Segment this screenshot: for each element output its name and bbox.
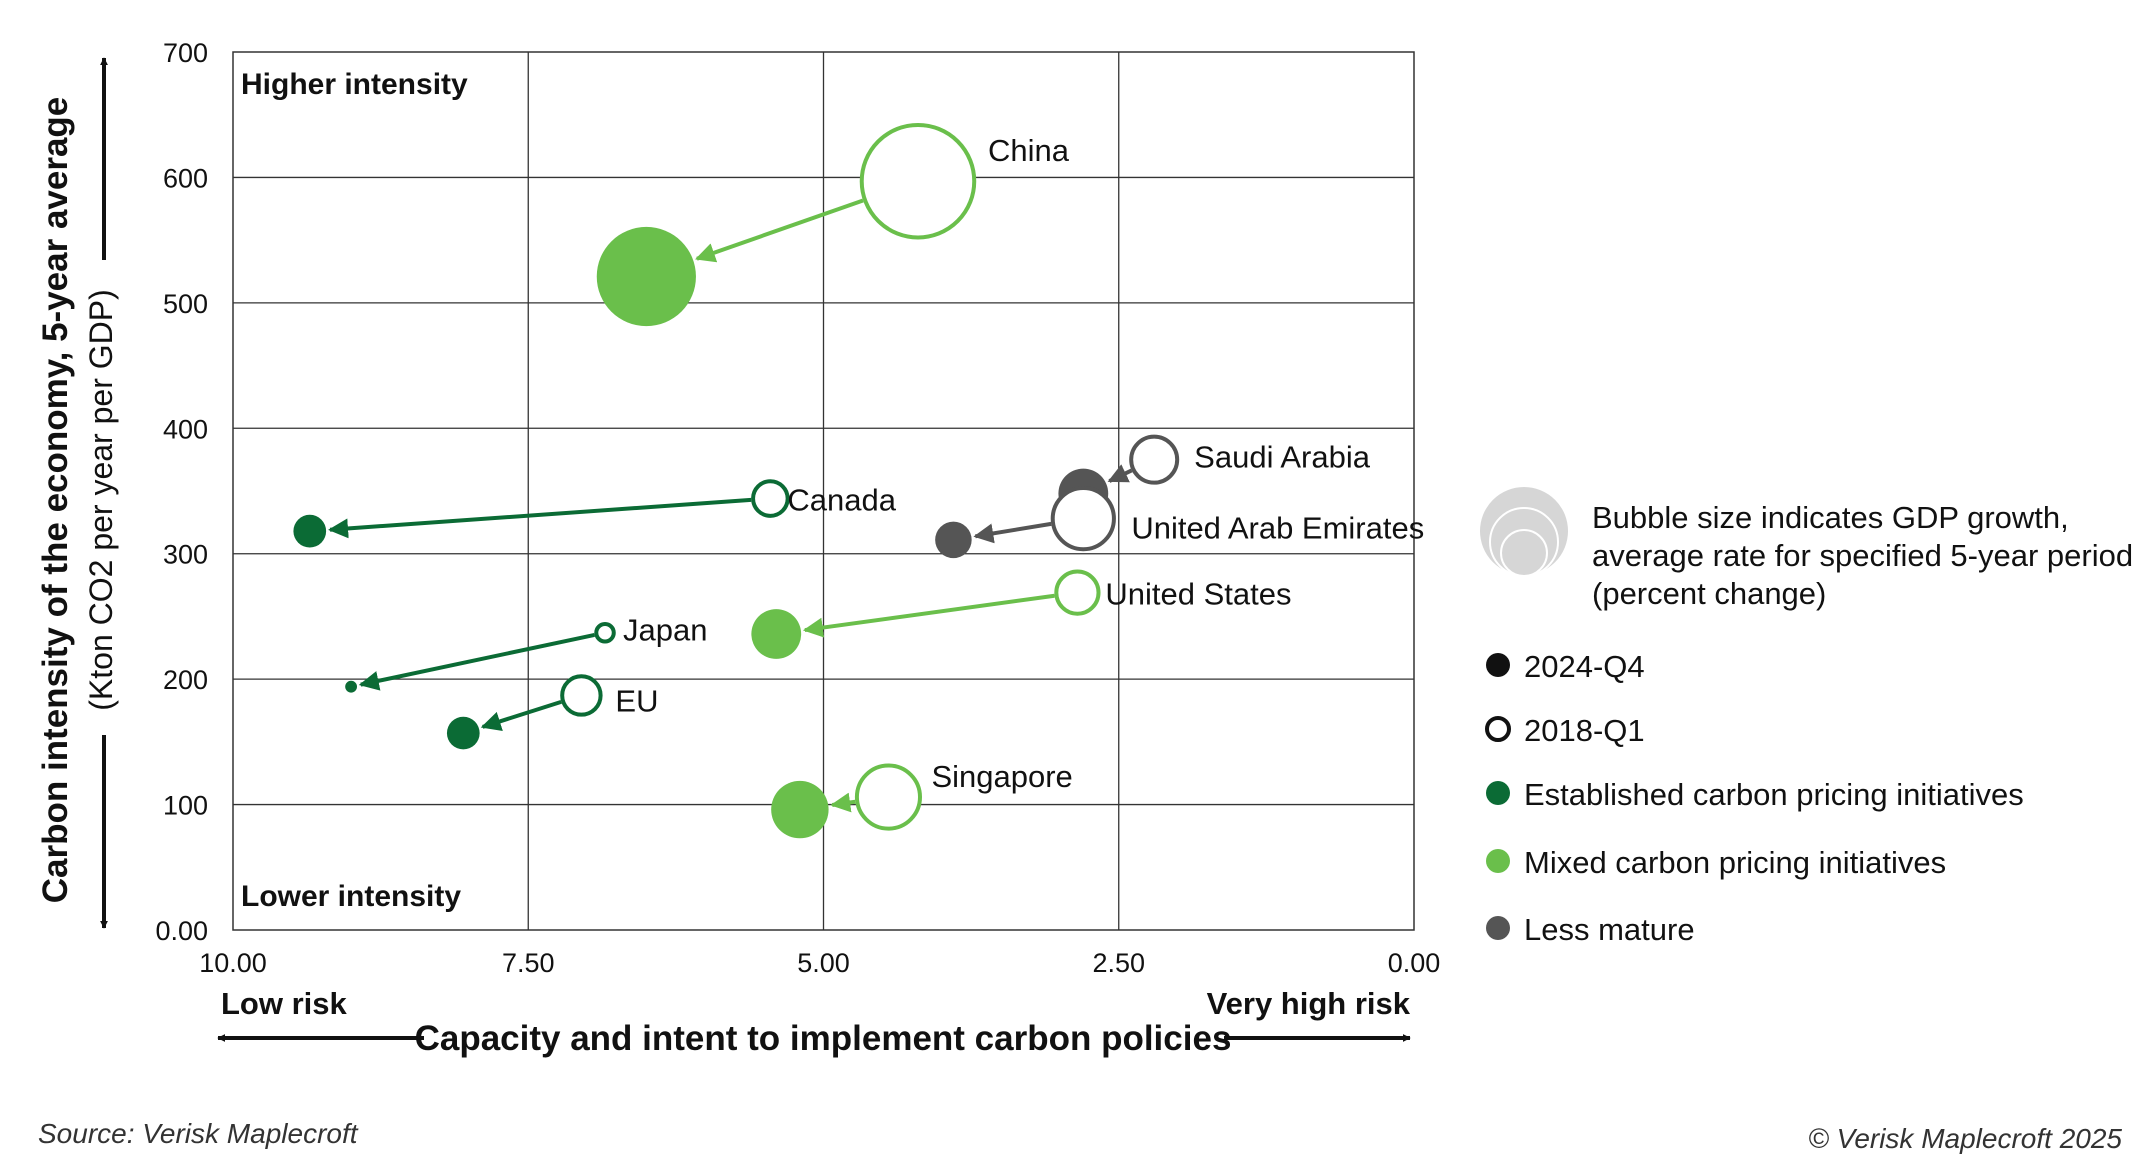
bubble-note-line1: Bubble size indicates GDP growth, [1592, 500, 2069, 535]
bubble-note-line2: average rate for specified 5-year period [1592, 538, 2133, 573]
legend-marker-mixed [1486, 849, 1510, 873]
y-tick-label: 300 [163, 540, 208, 570]
x-tick-label: 2.50 [1092, 948, 1145, 978]
bubble-2024-q4-canada [293, 514, 327, 548]
legend-label-mixed: Mixed carbon pricing initiatives [1524, 845, 1946, 880]
x-tick-label: 10.00 [199, 948, 267, 978]
y-tick-label: 400 [163, 414, 208, 444]
connector-eu [480, 699, 562, 731]
bubble-2024-q4-china [596, 226, 696, 327]
bubble-2018-q1-canada [751, 479, 790, 518]
connector-china [695, 198, 864, 263]
country-label-eu: EU [615, 683, 658, 718]
bubble-2018-q1-united-states [1054, 569, 1101, 616]
bubble-2018-q1-japan [594, 621, 616, 644]
y-tick-label: 200 [163, 665, 208, 695]
bubble-2024-q4-singapore [771, 780, 829, 839]
source-note: Source: Verisk Maplecroft [38, 1118, 359, 1149]
y-axis-title: Carbon intensity of the economy, 5-year … [36, 97, 75, 904]
bubble-size-legend-icon [1478, 485, 1570, 577]
low-risk-label: Low risk [221, 986, 348, 1021]
country-label-canada: Canada [787, 483, 896, 518]
x-axis-title: Capacity and intent to implement carbon … [415, 1019, 1232, 1058]
bubble-2024-q4-united-arab-emirates [935, 521, 972, 559]
bubble-2018-q1-saudi-arabia [1129, 434, 1180, 485]
legend-label-established: Established carbon pricing initiatives [1524, 777, 2024, 812]
y-tick-label: 100 [163, 791, 208, 821]
y-tick-label: 600 [163, 163, 208, 193]
bubbles [293, 122, 1180, 839]
country-label-united-states: United States [1105, 577, 1291, 612]
very-high-risk-label: Very high risk [1207, 986, 1411, 1021]
legend-marker-less-mature [1486, 916, 1510, 940]
connector-united-arab-emirates [973, 521, 1052, 544]
country-labels: China Saudi Arabia United Arab Emirates Can… [615, 133, 1424, 794]
y-tick-label: 500 [163, 289, 208, 319]
axis-ticks: 10.00 7.50 5.00 2.50 0.00 0.00 100 200 300 400 500… [155, 38, 1440, 978]
bubble-2018-q1-eu [560, 674, 603, 717]
y-tick-label: 0.00 [155, 916, 208, 946]
country-label-united-arab-emirates: United Arab Emirates [1131, 511, 1424, 546]
country-label-singapore: Singapore [931, 759, 1072, 794]
copyright-note: © Verisk Maplecroft 2025 [1808, 1123, 2122, 1154]
connector-singapore [830, 792, 856, 813]
connector-japan [358, 633, 595, 691]
connector-canada [328, 497, 752, 539]
bubble-2024-q4-eu [446, 716, 480, 750]
bubble-2018-q1-united-arab-emirates [1050, 485, 1116, 552]
plot-grid [232, 51, 1415, 931]
bubble-2018-q1-singapore [854, 763, 923, 831]
y-axis-subtitle: (Kton CO2 per year per GDP) [83, 289, 119, 710]
y-tick-label: 700 [163, 38, 208, 68]
legend-marker-established [1486, 781, 1510, 805]
bubble-note-line3: (percent change) [1592, 576, 1826, 611]
bubble-2024-q4-japan [345, 680, 357, 693]
bubble-2024-q4-united-states [751, 609, 802, 659]
legend-label-less-mature: Less mature [1524, 912, 1695, 947]
x-tick-label: 5.00 [797, 948, 850, 978]
country-label-china: China [988, 133, 1070, 168]
higher-intensity-label: Higher intensity [241, 68, 468, 101]
country-label-saudi-arabia: Saudi Arabia [1194, 440, 1371, 475]
legend-marker-2018-q1 [1485, 716, 1511, 742]
connector-united-states [802, 593, 1055, 638]
legend-label-2018-q1: 2018-Q1 [1524, 713, 1645, 748]
legend-label-2024-q4: 2024-Q4 [1524, 649, 1645, 684]
bubble-connectors [328, 198, 1133, 813]
legend-marker-2024-q4 [1486, 653, 1510, 677]
x-tick-label: 0.00 [1388, 948, 1441, 978]
x-tick-label: 7.50 [502, 948, 555, 978]
lower-intensity-label: Lower intensity [241, 880, 461, 913]
bubble-2018-q1-china [859, 122, 977, 240]
connector-saudi-arabia [1107, 464, 1133, 483]
legend: Bubble size indicates GDP growth, averag… [1478, 485, 2133, 947]
country-label-japan: Japan [623, 613, 707, 648]
